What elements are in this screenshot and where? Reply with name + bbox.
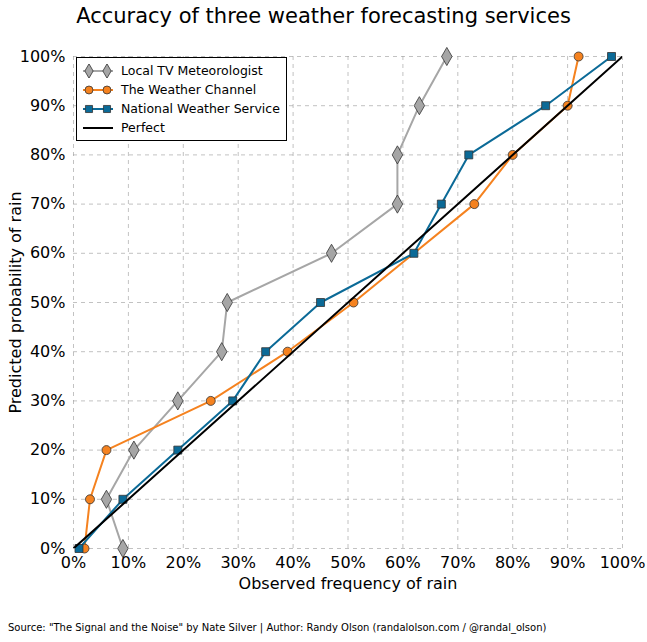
html-text:Accuracy of three weather fore: Accuracy of three weather forecasting se… [76,4,571,28]
svg-text:100%: 100% [600,553,646,572]
svg-text:40%: 40% [275,553,311,572]
html-text:Source: "The Signal and the No: Source: "The Signal and the Noise" by Na… [8,622,547,633]
svg-text:20%: 20% [166,553,202,572]
svg-text:50%: 50% [330,553,366,572]
svg-text:10%: 10% [111,553,147,572]
svg-text:70%: 70% [440,553,476,572]
svg-text:90%: 90% [30,96,66,115]
svg-text:60%: 60% [30,243,66,262]
svg-text:40%: 40% [30,342,66,361]
svg-text:80%: 80% [495,553,531,572]
html-text:The Weather Channel: The Weather Channel [121,82,257,97]
html-text:Perfect: Perfect [121,120,165,135]
svg-text:50%: 50% [30,293,66,312]
svg-text:100%: 100% [20,47,66,66]
svg-text:30%: 30% [220,553,256,572]
html-text:Local TV Meteorologist: Local TV Meteorologist [121,63,263,78]
svg-text:70%: 70% [30,194,66,213]
svg-text:0%: 0% [40,539,65,558]
html-text:National Weather Service: National Weather Service [121,101,280,116]
svg-text:80%: 80% [30,145,66,164]
svg-text:Observed frequency of rain: Observed frequency of rain [239,574,458,593]
svg-text:90%: 90% [550,553,586,572]
svg-text:0%: 0% [60,552,87,572]
svg-text:30%: 30% [30,391,66,410]
svg-text:60%: 60% [385,553,421,572]
svg-text:Predicted probability of rain: Predicted probability of rain [6,191,25,413]
svg-text:10%: 10% [30,489,66,508]
svg-text:20%: 20% [30,440,66,459]
